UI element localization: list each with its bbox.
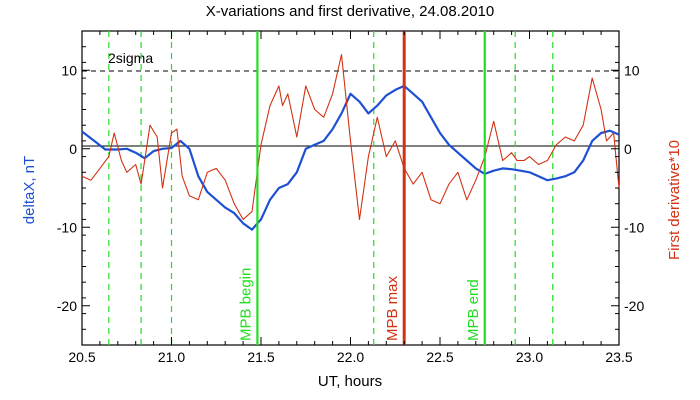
y-tick-label-right: 0 bbox=[624, 141, 632, 157]
deltax-line bbox=[81, 84, 620, 231]
derivative-line bbox=[81, 54, 620, 220]
chart-title: X-variations and first derivative, 24.08… bbox=[206, 3, 495, 20]
y-tick-label-left: 0 bbox=[69, 141, 77, 157]
sigma-label: 2sigma bbox=[108, 50, 153, 66]
x-tick-label: 22.0 bbox=[337, 349, 364, 365]
x-tick-label: 20.5 bbox=[68, 349, 95, 365]
mpb-end-label: MPB end bbox=[465, 279, 482, 341]
x-tick-label: 23.5 bbox=[605, 349, 632, 365]
y-tick-label-left: -10 bbox=[57, 219, 77, 235]
y-axis-label-right: First derivative*10 bbox=[666, 140, 683, 260]
x-tick-label: 21.5 bbox=[247, 349, 274, 365]
y-axis-right: 10 0 -10 -20 bbox=[611, 30, 644, 346]
y-tick-label-right: -20 bbox=[624, 298, 644, 314]
x-axis-label: UT, hours bbox=[318, 373, 382, 390]
y-tick-label-right: -10 bbox=[624, 219, 644, 235]
y-axis-label-left: deltaX, nT bbox=[21, 156, 38, 224]
y-tick-label-left: 10 bbox=[61, 62, 77, 78]
x-axis: 20.5 21.0 21.5 22.0 22.5 23.0 23.5 bbox=[68, 31, 633, 365]
x-tick-label: 22.5 bbox=[426, 349, 453, 365]
plot-area: 2sigma MPB begin MPB max MPB end bbox=[81, 30, 620, 346]
y-tick-label-right: 10 bbox=[624, 62, 640, 78]
mpb-vlines: MPB begin MPB max MPB end bbox=[237, 31, 486, 345]
x-tick-label: 23.0 bbox=[516, 349, 543, 365]
y-tick-label-left: -20 bbox=[57, 298, 77, 314]
x-tick-label: 21.0 bbox=[158, 349, 185, 365]
dashed-vlines bbox=[108, 31, 554, 345]
series-group bbox=[81, 54, 620, 231]
y-axis-left: 10 0 -10 -20 bbox=[57, 30, 90, 346]
mpb-begin-label: MPB begin bbox=[237, 268, 254, 341]
mpb-max-label: MPB max bbox=[384, 275, 401, 341]
